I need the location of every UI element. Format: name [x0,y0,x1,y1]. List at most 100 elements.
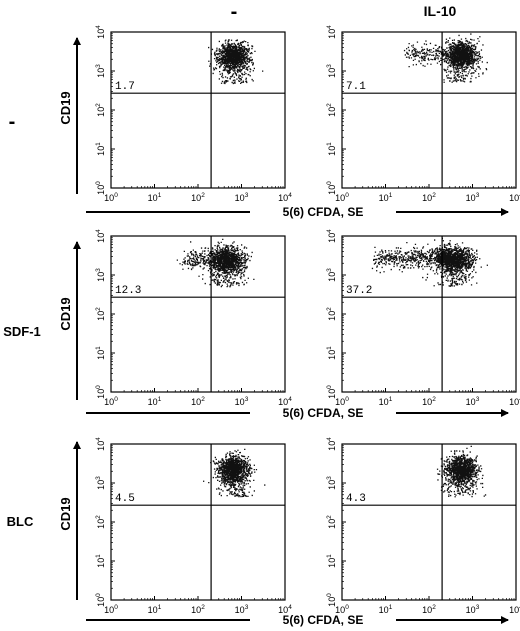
x-tick-label: 102 [422,192,436,203]
x-tick-exponent: 0 [345,396,349,403]
quadrant-percent-label: 37.2 [346,285,372,297]
quadrant-percent-label: 12.3 [115,285,141,297]
y-axis-row-1: CD19 [58,37,81,194]
y-tick-exponent: 4 [95,25,102,29]
y-tick-exponent: 3 [95,268,102,272]
y-tick-label: 102 [326,307,337,321]
y-tick-label: 103 [95,476,106,490]
y-tick-label: 100 [326,385,337,399]
y-tick-label: 102 [95,515,106,529]
y-tick-exponent: 0 [326,181,333,185]
x-tick-exponent: 4 [288,396,292,403]
y-tick-label: 102 [95,307,106,321]
y-tick-exponent: 4 [326,25,333,29]
x-tick-label: 103 [235,396,249,407]
scatter-points [176,238,255,288]
quadrant-percent-label: 7.1 [346,81,366,93]
x-tick-exponent: 1 [389,604,393,611]
data-points [436,445,487,498]
y-tick-label: 104 [326,25,337,39]
x-axis-label: 5(6) CFDA, SE [283,406,364,420]
scatter-points [436,445,487,498]
x-tick-exponent: 3 [476,192,480,199]
quadrant-percent-label: 1.7 [115,81,135,93]
x-tick-exponent: 4 [288,192,292,199]
x-tick-label: 100 [104,396,118,407]
y-tick-label: 101 [326,142,337,156]
x-tick-label: 103 [466,192,480,203]
data-points [403,33,488,83]
x-tick-label: 104 [509,604,520,615]
x-tick-exponent: 2 [201,604,205,611]
y-axis-row-2: CD19 [58,241,81,400]
x-tick-exponent: 1 [389,396,393,403]
x-tick-label: 104 [278,192,292,203]
x-tick-label: 102 [422,604,436,615]
y-tick-label: 100 [95,593,106,607]
y-tick-label: 101 [326,346,337,360]
x-tick-label: 102 [191,604,205,615]
y-tick-exponent: 4 [326,229,333,233]
x-tick-label: 103 [466,396,480,407]
y-axis-label: CD19 [58,497,73,530]
x-tick-exponent: 3 [476,604,480,611]
y-tick-label: 101 [95,554,106,568]
y-tick-exponent: 3 [95,64,102,68]
x-tick-label: 102 [191,396,205,407]
y-tick-exponent: 2 [326,515,333,519]
y-axis-row-3: CD19 [58,441,81,600]
y-tick-exponent: 4 [326,437,333,441]
y-tick-label: 104 [95,437,106,451]
y-tick-exponent: 1 [95,142,102,146]
x-tick-label: 103 [235,192,249,203]
x-tick-label: 103 [466,604,480,615]
x-tick-exponent: 0 [114,192,118,199]
x-tick-exponent: 3 [245,604,249,611]
data-points [208,39,264,85]
y-tick-exponent: 0 [95,181,102,185]
x-axis-label: 5(6) CFDA, SE [283,613,364,627]
x-tick-exponent: 2 [432,604,436,611]
y-tick-exponent: 2 [95,307,102,311]
y-tick-exponent: 3 [326,268,333,272]
y-tick-exponent: 1 [326,346,333,350]
y-tick-label: 100 [95,181,106,195]
x-tick-label: 101 [148,192,162,203]
x-tick-exponent: 1 [158,192,162,199]
data-points [176,238,255,288]
y-tick-exponent: 1 [326,142,333,146]
y-tick-exponent: 4 [95,229,102,233]
x-tick-label: 101 [148,604,162,615]
y-tick-label: 101 [326,554,337,568]
x-tick-label: 102 [191,192,205,203]
row-label-sdf1: SDF-1 [3,324,41,339]
x-tick-label: 100 [335,604,349,615]
y-tick-exponent: 3 [326,476,333,480]
y-tick-exponent: 3 [326,64,333,68]
x-tick-exponent: 0 [345,604,349,611]
x-axis-row-2: 5(6) CFDA, SE [86,406,509,420]
x-tick-label: 100 [104,192,118,203]
x-tick-exponent: 0 [114,396,118,403]
y-axis-label: CD19 [58,91,73,124]
quadrant-percent-label: 4.3 [346,493,366,505]
facs-panel-2-2: 37.2100100101101102102103103104104 [326,229,520,407]
scatter-points [403,33,488,83]
x-tick-exponent: 2 [432,192,436,199]
x-tick-exponent: 2 [201,192,205,199]
y-tick-exponent: 1 [95,346,102,350]
y-tick-label: 103 [95,64,106,78]
y-tick-label: 104 [95,25,106,39]
x-tick-exponent: 2 [201,396,205,403]
y-tick-exponent: 0 [326,385,333,389]
x-tick-exponent: 1 [158,604,162,611]
y-tick-exponent: 0 [95,385,102,389]
x-tick-exponent: 3 [476,396,480,403]
quadrant-percent-label: 4.5 [115,493,135,505]
data-points [203,448,266,498]
panel-frame [341,443,517,601]
column-header-il10: IL-10 [424,3,457,19]
column-header-control: - [231,1,238,23]
y-tick-label: 103 [326,268,337,282]
